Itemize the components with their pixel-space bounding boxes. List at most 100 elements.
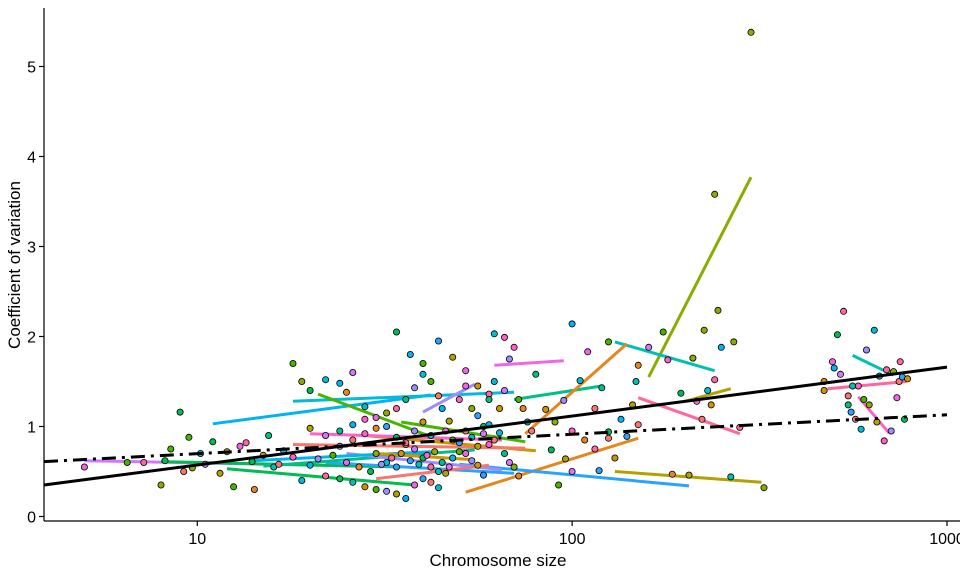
group-fit-line-27 <box>375 463 490 481</box>
data-point-124 <box>445 417 453 425</box>
data-point-76 <box>844 392 852 400</box>
data-point-149 <box>474 382 482 390</box>
data-point-153 <box>361 430 369 438</box>
data-point-3 <box>714 306 722 314</box>
data-point-137 <box>519 404 527 412</box>
data-point-147 <box>449 353 457 361</box>
data-point-20 <box>617 415 625 423</box>
data-point-1 <box>747 28 755 36</box>
data-point-184 <box>411 481 419 489</box>
data-point-78 <box>176 408 184 416</box>
data-point-164 <box>455 448 463 456</box>
data-point-177 <box>336 475 344 483</box>
data-point-144 <box>406 350 414 358</box>
data-point-134 <box>505 355 513 363</box>
data-point-156 <box>392 463 400 471</box>
data-point-68 <box>880 437 888 445</box>
data-point-107 <box>289 359 297 367</box>
data-point-21 <box>634 421 642 429</box>
data-point-141 <box>500 333 508 341</box>
data-point-127 <box>468 404 476 412</box>
data-point-43 <box>760 484 768 492</box>
data-point-16 <box>645 343 653 351</box>
data-point-66 <box>865 401 873 409</box>
data-point-18 <box>632 377 640 385</box>
data-point-98 <box>161 457 169 465</box>
data-point-44 <box>727 473 735 481</box>
data-point-132 <box>495 404 503 412</box>
data-point-150 <box>485 395 493 403</box>
group-fit-line-8 <box>465 436 639 494</box>
data-point-218 <box>431 448 439 456</box>
data-point-166 <box>468 457 476 465</box>
data-point-109 <box>306 386 314 394</box>
data-point-186 <box>427 478 435 486</box>
data-point-219 <box>438 458 446 466</box>
data-point-81 <box>157 481 165 489</box>
x-tick-label-100: 100 <box>559 531 586 548</box>
data-point-111 <box>336 379 344 387</box>
data-point-91 <box>289 453 297 461</box>
data-point-175 <box>515 472 523 480</box>
data-point-32 <box>591 404 599 412</box>
data-point-128 <box>474 412 482 420</box>
data-point-120 <box>419 370 427 378</box>
data-point-131 <box>490 377 498 385</box>
data-point-92 <box>298 476 306 484</box>
group-fit-line-1 <box>647 176 753 378</box>
data-point-167 <box>474 461 482 469</box>
data-point-214 <box>397 449 405 457</box>
data-point-96 <box>80 463 88 471</box>
data-point-54 <box>854 382 862 390</box>
data-point-117 <box>392 404 400 412</box>
data-point-79 <box>185 433 193 441</box>
data-point-62 <box>837 370 845 378</box>
data-point-6 <box>717 343 725 351</box>
data-point-188 <box>306 424 314 432</box>
group-fit-line-19 <box>226 467 415 487</box>
y-axis-label: Coefficient of variation <box>5 181 24 349</box>
data-point-211 <box>367 467 375 475</box>
data-point-208 <box>329 451 337 459</box>
data-point-58 <box>833 331 841 339</box>
data-point-126 <box>462 382 470 390</box>
data-point-170 <box>490 436 498 444</box>
data-point-57 <box>840 307 848 315</box>
data-point-183 <box>402 494 410 502</box>
data-point-102 <box>242 439 250 447</box>
data-point-106 <box>314 455 322 463</box>
data-point-123 <box>438 404 446 412</box>
data-point-197 <box>411 427 419 435</box>
data-point-12 <box>698 415 706 423</box>
data-point-133 <box>500 386 508 394</box>
data-point-36 <box>547 446 555 454</box>
y-tick-label-5: 5 <box>27 60 36 77</box>
data-point-71 <box>893 394 901 402</box>
data-point-31 <box>560 396 568 404</box>
data-point-105 <box>306 461 314 469</box>
data-point-161 <box>434 467 442 475</box>
data-point-75 <box>857 425 865 433</box>
x-axis-label: Chromosome size <box>430 551 567 570</box>
data-point-59 <box>829 358 837 366</box>
data-point-217 <box>423 451 431 459</box>
data-point-93 <box>230 483 238 491</box>
data-point-193 <box>372 424 380 432</box>
data-point-13 <box>677 389 685 397</box>
data-point-180 <box>372 485 380 493</box>
data-point-148 <box>462 367 470 375</box>
data-point-114 <box>361 403 369 411</box>
data-point-94 <box>250 485 258 493</box>
overall-fits-layer <box>43 365 948 487</box>
data-point-65 <box>860 395 868 403</box>
data-point-181 <box>383 487 391 495</box>
data-point-160 <box>427 463 435 471</box>
data-point-215 <box>406 457 414 465</box>
data-point-198 <box>419 418 427 426</box>
group-fit-line-5 <box>614 340 716 373</box>
y-tick-label-3: 3 <box>27 240 36 257</box>
data-point-136 <box>515 395 523 403</box>
data-point-210 <box>355 463 363 471</box>
